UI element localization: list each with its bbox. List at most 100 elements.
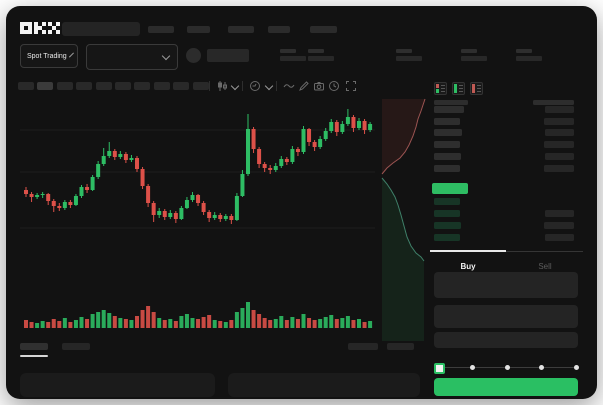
ask-row-amount[interactable] bbox=[545, 153, 574, 160]
ask-row-amount[interactable] bbox=[544, 165, 574, 172]
icon-part bbox=[441, 88, 445, 89]
icon-part bbox=[459, 85, 463, 86]
last-price-bar[interactable] bbox=[432, 183, 468, 194]
timeframe-button[interactable] bbox=[173, 82, 189, 90]
icon-part bbox=[441, 91, 445, 92]
okx-logo-glyph bbox=[34, 22, 46, 34]
ask-row-price[interactable] bbox=[434, 118, 460, 125]
amount-slider[interactable] bbox=[434, 360, 580, 374]
nav-item[interactable] bbox=[310, 26, 337, 33]
candlestick-chart[interactable] bbox=[20, 95, 375, 341]
stat-label bbox=[280, 49, 296, 53]
ask-row-amount[interactable] bbox=[544, 118, 574, 125]
indicators-icon[interactable] bbox=[249, 80, 261, 92]
market-type-dropdown[interactable]: Spot Trading bbox=[20, 44, 78, 68]
candlestick-style-icon[interactable] bbox=[216, 80, 228, 92]
timeframe-button[interactable] bbox=[37, 82, 53, 90]
positions-panel bbox=[228, 373, 420, 397]
draw-pencil-icon[interactable] bbox=[298, 80, 310, 92]
tab-buy[interactable]: Buy bbox=[430, 256, 506, 274]
timeframe-button[interactable] bbox=[134, 82, 150, 90]
bid-row-amount[interactable] bbox=[545, 210, 574, 217]
ask-row-price[interactable] bbox=[434, 153, 461, 160]
timeframe-button[interactable] bbox=[193, 82, 209, 90]
last-price-placeholder bbox=[207, 49, 249, 62]
active-tab-indicator bbox=[430, 250, 506, 252]
depth-chart[interactable] bbox=[378, 95, 428, 341]
chevron-down-icon[interactable] bbox=[264, 81, 274, 91]
stat-value bbox=[280, 56, 306, 61]
timeframe-button[interactable] bbox=[18, 82, 34, 90]
pair-selector-dropdown[interactable] bbox=[86, 44, 178, 70]
icon-part bbox=[436, 84, 439, 88]
camera-icon[interactable] bbox=[313, 80, 325, 92]
ask-row-amount[interactable] bbox=[544, 141, 574, 148]
bottom-tab-history[interactable] bbox=[62, 343, 90, 350]
history-clock-icon[interactable] bbox=[328, 80, 340, 92]
bid-row-price[interactable] bbox=[434, 222, 461, 229]
stat-label bbox=[308, 49, 324, 53]
bottom-action-left[interactable] bbox=[348, 343, 378, 350]
bottom-action-right[interactable] bbox=[387, 343, 414, 350]
icon-part bbox=[477, 91, 481, 92]
coin-icon bbox=[186, 48, 201, 63]
icon-part bbox=[436, 89, 439, 93]
slider-handle[interactable] bbox=[434, 363, 445, 374]
order-book-price-header bbox=[434, 100, 468, 105]
stat-label bbox=[516, 49, 532, 53]
stat-value bbox=[396, 56, 422, 61]
icon-part bbox=[477, 85, 481, 86]
ask-row-price[interactable] bbox=[434, 165, 460, 172]
slider-stop-dot[interactable] bbox=[470, 365, 475, 370]
fullscreen-icon[interactable] bbox=[345, 80, 357, 92]
slider-stop-dot[interactable] bbox=[504, 365, 510, 370]
tab-sell-label: Sell bbox=[538, 262, 552, 271]
icon-part bbox=[459, 88, 463, 89]
timeframe-button[interactable] bbox=[76, 82, 92, 90]
ask-row-price[interactable] bbox=[434, 106, 464, 113]
timeframe-button[interactable] bbox=[115, 82, 131, 90]
combined-book-view-icon[interactable] bbox=[434, 82, 447, 95]
asks-book-view-icon[interactable] bbox=[470, 82, 483, 95]
market-type-label: Spot Trading bbox=[27, 52, 67, 60]
bids-book-view-icon[interactable] bbox=[452, 82, 465, 95]
buy-submit-button[interactable] bbox=[434, 378, 578, 396]
search-input[interactable] bbox=[62, 22, 140, 36]
bid-row-amount[interactable] bbox=[544, 222, 574, 229]
bottom-tab-orders[interactable] bbox=[20, 343, 48, 350]
okx-logo-glyph bbox=[48, 22, 60, 34]
ask-row-amount[interactable] bbox=[545, 106, 574, 113]
timeframe-button[interactable] bbox=[96, 82, 112, 90]
bid-row-price[interactable] bbox=[434, 198, 460, 205]
bid-row-amount[interactable] bbox=[545, 234, 574, 241]
line-tool-icon[interactable] bbox=[283, 80, 295, 92]
bid-row-price[interactable] bbox=[434, 210, 460, 217]
ask-row-amount[interactable] bbox=[545, 129, 574, 136]
nav-item[interactable] bbox=[148, 26, 174, 33]
total-input[interactable] bbox=[434, 332, 578, 348]
tab-divider bbox=[430, 251, 583, 252]
timeframe-button[interactable] bbox=[57, 82, 73, 90]
ask-row-price[interactable] bbox=[434, 129, 462, 136]
tab-sell[interactable]: Sell bbox=[507, 256, 583, 274]
orders-panel bbox=[20, 373, 215, 397]
slider-stop-dot[interactable] bbox=[573, 365, 579, 370]
ask-row-price[interactable] bbox=[434, 141, 460, 148]
stat-value bbox=[516, 56, 542, 61]
price-input[interactable] bbox=[434, 272, 578, 298]
slider-stop-dot[interactable] bbox=[539, 365, 544, 370]
chevron-down-icon[interactable] bbox=[230, 81, 240, 91]
order-book-rows bbox=[430, 106, 580, 252]
stat-label bbox=[461, 49, 477, 53]
timeframe-button[interactable] bbox=[154, 82, 170, 90]
bid-row-price[interactable] bbox=[434, 234, 460, 241]
nav-item[interactable] bbox=[187, 26, 210, 33]
nav-item[interactable] bbox=[228, 26, 254, 33]
chevron-down-icon bbox=[161, 51, 171, 61]
app-window: Spot Trading Buy Sell bbox=[6, 6, 597, 399]
okx-logo[interactable] bbox=[20, 22, 60, 34]
tab-buy-label: Buy bbox=[460, 262, 476, 271]
nav-item[interactable] bbox=[268, 26, 290, 33]
icon-part bbox=[459, 91, 463, 92]
amount-input[interactable] bbox=[434, 305, 578, 328]
